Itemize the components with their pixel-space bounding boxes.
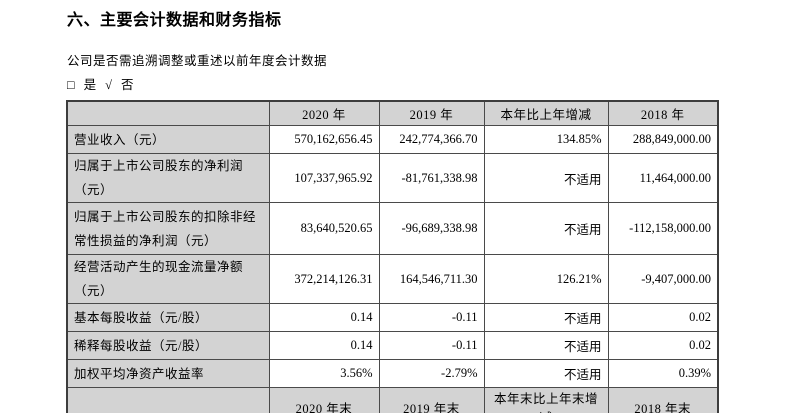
row-operating-revenue: 营业收入（元） 570,162,656.45 242,774,366.70 13… [66,125,719,154]
table-cell: 0.02 [607,331,719,360]
table-cell: 164,546,711.30 [378,254,485,304]
row-label: 营业收入（元） [66,125,270,154]
table-cell: 不适用 [483,331,609,360]
col-header-2019: 2019 年 [378,100,485,126]
table-header-annual: 2020 年 2019 年 本年比上年增减 2018 年 [66,100,719,126]
option-no-label: 否 [120,78,134,92]
check-icon: √ [105,78,112,92]
table-cell: 134.85% [483,125,609,154]
table-cell: 11,464,000.00 [607,153,719,203]
row-operating-cash-flow: 经营活动产生的现金流量净额（元） 372,214,126.31 164,546,… [66,254,719,304]
table-cell: -2.79% [378,359,485,388]
restatement-question: 公司是否需追溯调整或重述以前年度会计数据 [67,54,328,68]
table-cell: 0.39% [607,359,719,388]
row-net-profit-excl-nonrecurring: 归属于上市公司股东的扣除非经常性损益的净利润（元） 83,640,520.65 … [66,202,719,255]
corner-cell [66,387,270,413]
checkbox-unchecked-icon: □ [67,78,75,92]
corner-cell [66,100,270,126]
col-header-2019-end: 2019 年末 [378,387,485,413]
table-header-yearend: 2020 年末 2019 年末 本年末比上年末增减 2018 年末 [66,387,719,413]
col-header-yearend-change: 本年末比上年末增减 [483,387,609,413]
table-cell: 83,640,520.65 [268,202,380,255]
row-label: 经营活动产生的现金流量净额（元） [66,254,270,304]
col-header-2020-end: 2020 年末 [268,387,380,413]
table-cell: 不适用 [483,202,609,255]
restatement-options: □ 是 √ 否 [67,77,790,94]
table-cell: 107,337,965.92 [268,153,380,203]
row-label: 稀释每股收益（元/股） [66,331,270,360]
table-cell: 372,214,126.31 [268,254,380,304]
table-cell: 288,849,000.00 [607,125,719,154]
table-cell: 0.14 [268,303,380,332]
row-basic-eps: 基本每股收益（元/股） 0.14 -0.11 不适用 0.02 [66,303,719,332]
row-weighted-avg-roe: 加权平均净资产收益率 3.56% -2.79% 不适用 0.39% [66,359,719,388]
col-header-2018-end: 2018 年末 [607,387,719,413]
option-yes-label: 是 [83,78,97,92]
table-cell: -96,689,338.98 [378,202,485,255]
table-cell: 不适用 [483,303,609,332]
table-cell: -9,407,000.00 [607,254,719,304]
col-header-yoy-change: 本年比上年增减 [483,100,609,126]
row-label: 基本每股收益（元/股） [66,303,270,332]
table-cell: 126.21% [483,254,609,304]
col-header-2020: 2020 年 [268,100,380,126]
row-label: 加权平均净资产收益率 [66,359,270,388]
row-diluted-eps: 稀释每股收益（元/股） 0.14 -0.11 不适用 0.02 [66,331,719,360]
table-cell: 0.14 [268,331,380,360]
table-cell: -112,158,000.00 [607,202,719,255]
financial-indicators-table: 2020 年 2019 年 本年比上年增减 2018 年 营业收入（元） 570… [66,100,719,413]
table-cell: 0.02 [607,303,719,332]
row-label: 归属于上市公司股东的净利润（元） [66,153,270,203]
row-label: 归属于上市公司股东的扣除非经常性损益的净利润（元） [66,202,270,255]
table-cell: 570,162,656.45 [268,125,380,154]
section-title: 六、主要会计数据和财务指标 [67,12,282,29]
table-cell: -0.11 [378,331,485,360]
table-cell: -81,761,338.98 [378,153,485,203]
row-net-profit-attributable: 归属于上市公司股东的净利润（元） 107,337,965.92 -81,761,… [66,153,719,203]
table-cell: 3.56% [268,359,380,388]
col-header-2018: 2018 年 [607,100,719,126]
table-cell: 242,774,366.70 [378,125,485,154]
table-cell: -0.11 [378,303,485,332]
table-cell: 不适用 [483,153,609,203]
table-cell: 不适用 [483,359,609,388]
